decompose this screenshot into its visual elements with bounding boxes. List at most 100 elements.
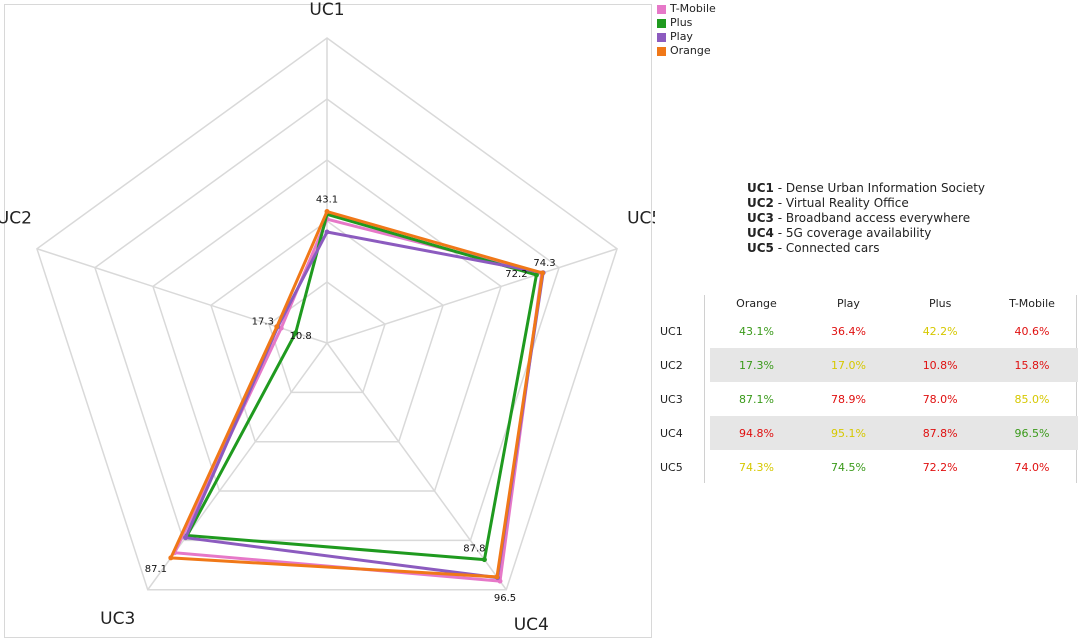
radar-chart: UC1 UC5 UC4 UC3 UC2 43.1 74.3 72.2 87.8 96.5 87.1 1… [0, 0, 655, 635]
table-cell: 94.8% [710, 416, 803, 450]
table-body: UC1 43.1% 36.4% 42.2% 40.6% UC2 17.3% 17.0% 10.8… [651, 314, 1078, 484]
grid-ring [210, 220, 444, 443]
uc-text: Virtual Reality Office [785, 196, 909, 210]
uc-key: UC4 [747, 226, 774, 240]
data-point [324, 209, 330, 215]
table-cell: 87.1% [739, 392, 774, 406]
column-header: Plus [928, 296, 952, 310]
table-cell: 43.1% [739, 324, 774, 338]
table-cell: 96.5% [986, 416, 1078, 450]
legend-item-t-mobile[interactable]: T-Mobile [657, 2, 716, 16]
row-header: UC2 [660, 358, 683, 372]
table-cell: 74.3% [739, 460, 774, 474]
row-header: UC4 [660, 426, 683, 440]
table-divider [1076, 295, 1077, 483]
uc-key: UC2 [747, 196, 774, 210]
data-label: 43.1 [316, 195, 338, 206]
data-label: 10.8 [290, 331, 312, 342]
series-orange [168, 209, 545, 579]
legend-label: Orange [670, 44, 711, 57]
legend-swatch-orange [657, 46, 666, 56]
table-cell: 95.1% [802, 416, 895, 450]
uc-description-row: UC4 - 5G coverage availability [747, 226, 932, 240]
legend-label: Plus [670, 16, 693, 29]
row-header: UC5 [660, 460, 683, 474]
row-header: UC1 [660, 324, 683, 338]
legend-label: Play [670, 30, 693, 43]
uc-description-row: UC3 - Broadband access everywhere [747, 211, 971, 225]
table-cell: 74.0% [1014, 460, 1050, 474]
table-header-row: Orange Play Plus T-Mobile [651, 292, 1078, 314]
uc-description-row: UC5 - Connected cars [747, 241, 880, 255]
column-header: T-Mobile [1009, 296, 1055, 310]
axis-label: UC4 [514, 615, 549, 635]
axis-label: UC2 [0, 209, 32, 229]
data-label: 74.3 [533, 258, 555, 269]
table-cell: 17.3% [710, 348, 803, 382]
data-point [497, 578, 503, 584]
data-point [274, 324, 280, 330]
table-row: UC5 74.3% 74.5% 72.2% 74.0% [651, 450, 1078, 484]
table-row: UC1 43.1% 36.4% 42.2% 40.6% [651, 314, 1078, 348]
table-cell: 42.2% [922, 324, 958, 338]
legend-swatch-play [657, 32, 666, 42]
axis-label: UC3 [100, 609, 135, 629]
legend-item-plus[interactable]: Plus [657, 16, 716, 30]
column-header: Orange [736, 296, 777, 310]
table-cell: 78.9% [830, 392, 866, 406]
legend-swatch-plus [657, 18, 666, 28]
data-label: 96.5 [494, 593, 516, 604]
table-divider [704, 295, 705, 483]
grid-ring [94, 98, 560, 542]
table-cell: 87.8% [894, 416, 987, 450]
data-point [183, 535, 189, 541]
table-cell: 15.8% [986, 348, 1078, 382]
series-plus [184, 212, 539, 562]
legend-label: T-Mobile [670, 2, 716, 15]
legend-item-orange[interactable]: Orange [657, 44, 716, 58]
data-label: 87.1 [145, 564, 167, 575]
uc-text: Dense Urban Information Society [785, 181, 986, 195]
data-label: 87.8 [463, 544, 485, 555]
uc-key: UC5 [747, 241, 774, 255]
grid-spoke [326, 248, 618, 344]
uc-text: Broadband access everywhere [785, 211, 971, 225]
uc-text: 5G coverage availability [785, 226, 932, 240]
table-row: UC2 17.3% 17.0% 10.8% 15.8% [651, 348, 1078, 382]
table-cell: 40.6% [1014, 324, 1050, 338]
series-play [183, 230, 545, 580]
table-cell: 74.5% [830, 460, 866, 474]
grid-ring [268, 281, 386, 394]
table-cell: 36.4% [830, 324, 866, 338]
uc-description-row: UC1 - Dense Urban Information Society [747, 181, 986, 195]
data-point [481, 557, 487, 563]
legend-swatch-t-mobile [657, 4, 666, 14]
table-cell: 85.0% [1014, 392, 1050, 406]
data-point [293, 330, 299, 336]
grid-ring [36, 37, 618, 591]
uc-key: UC1 [747, 181, 774, 195]
data-point [540, 270, 546, 276]
use-case-descriptions: UC1 - Dense Urban Information Society UC… [747, 181, 985, 256]
uc-key: UC3 [747, 211, 774, 225]
corner-cell [651, 292, 710, 314]
table-row: UC3 87.1% 78.9% 78.0% 85.0% [651, 382, 1078, 416]
column-header: Play [836, 296, 860, 310]
table-row: UC4 94.8% 95.1% 87.8% 96.5% [651, 416, 1078, 450]
axis-label: UC5 [627, 209, 655, 229]
data-label: 17.3 [252, 317, 274, 328]
data-label: 72.2 [505, 269, 527, 280]
data-point [494, 574, 500, 580]
results-table: Orange Play Plus T-Mobile UC1 43.1% 36.4% 4… [651, 292, 1078, 484]
chart-legend: T-Mobile Plus Play Orange [657, 2, 716, 58]
data-point [168, 555, 174, 561]
legend-item-play[interactable]: Play [657, 30, 716, 44]
table-cell: 17.0% [802, 348, 895, 382]
table-cell: 78.0% [922, 392, 958, 406]
axis-label: UC1 [309, 0, 344, 20]
grid-ring [152, 159, 502, 492]
grid-spoke [326, 342, 507, 591]
table-cell: 72.2% [922, 460, 958, 474]
row-header: UC3 [660, 392, 683, 406]
uc-description-row: UC2 - Virtual Reality Office [747, 196, 909, 210]
